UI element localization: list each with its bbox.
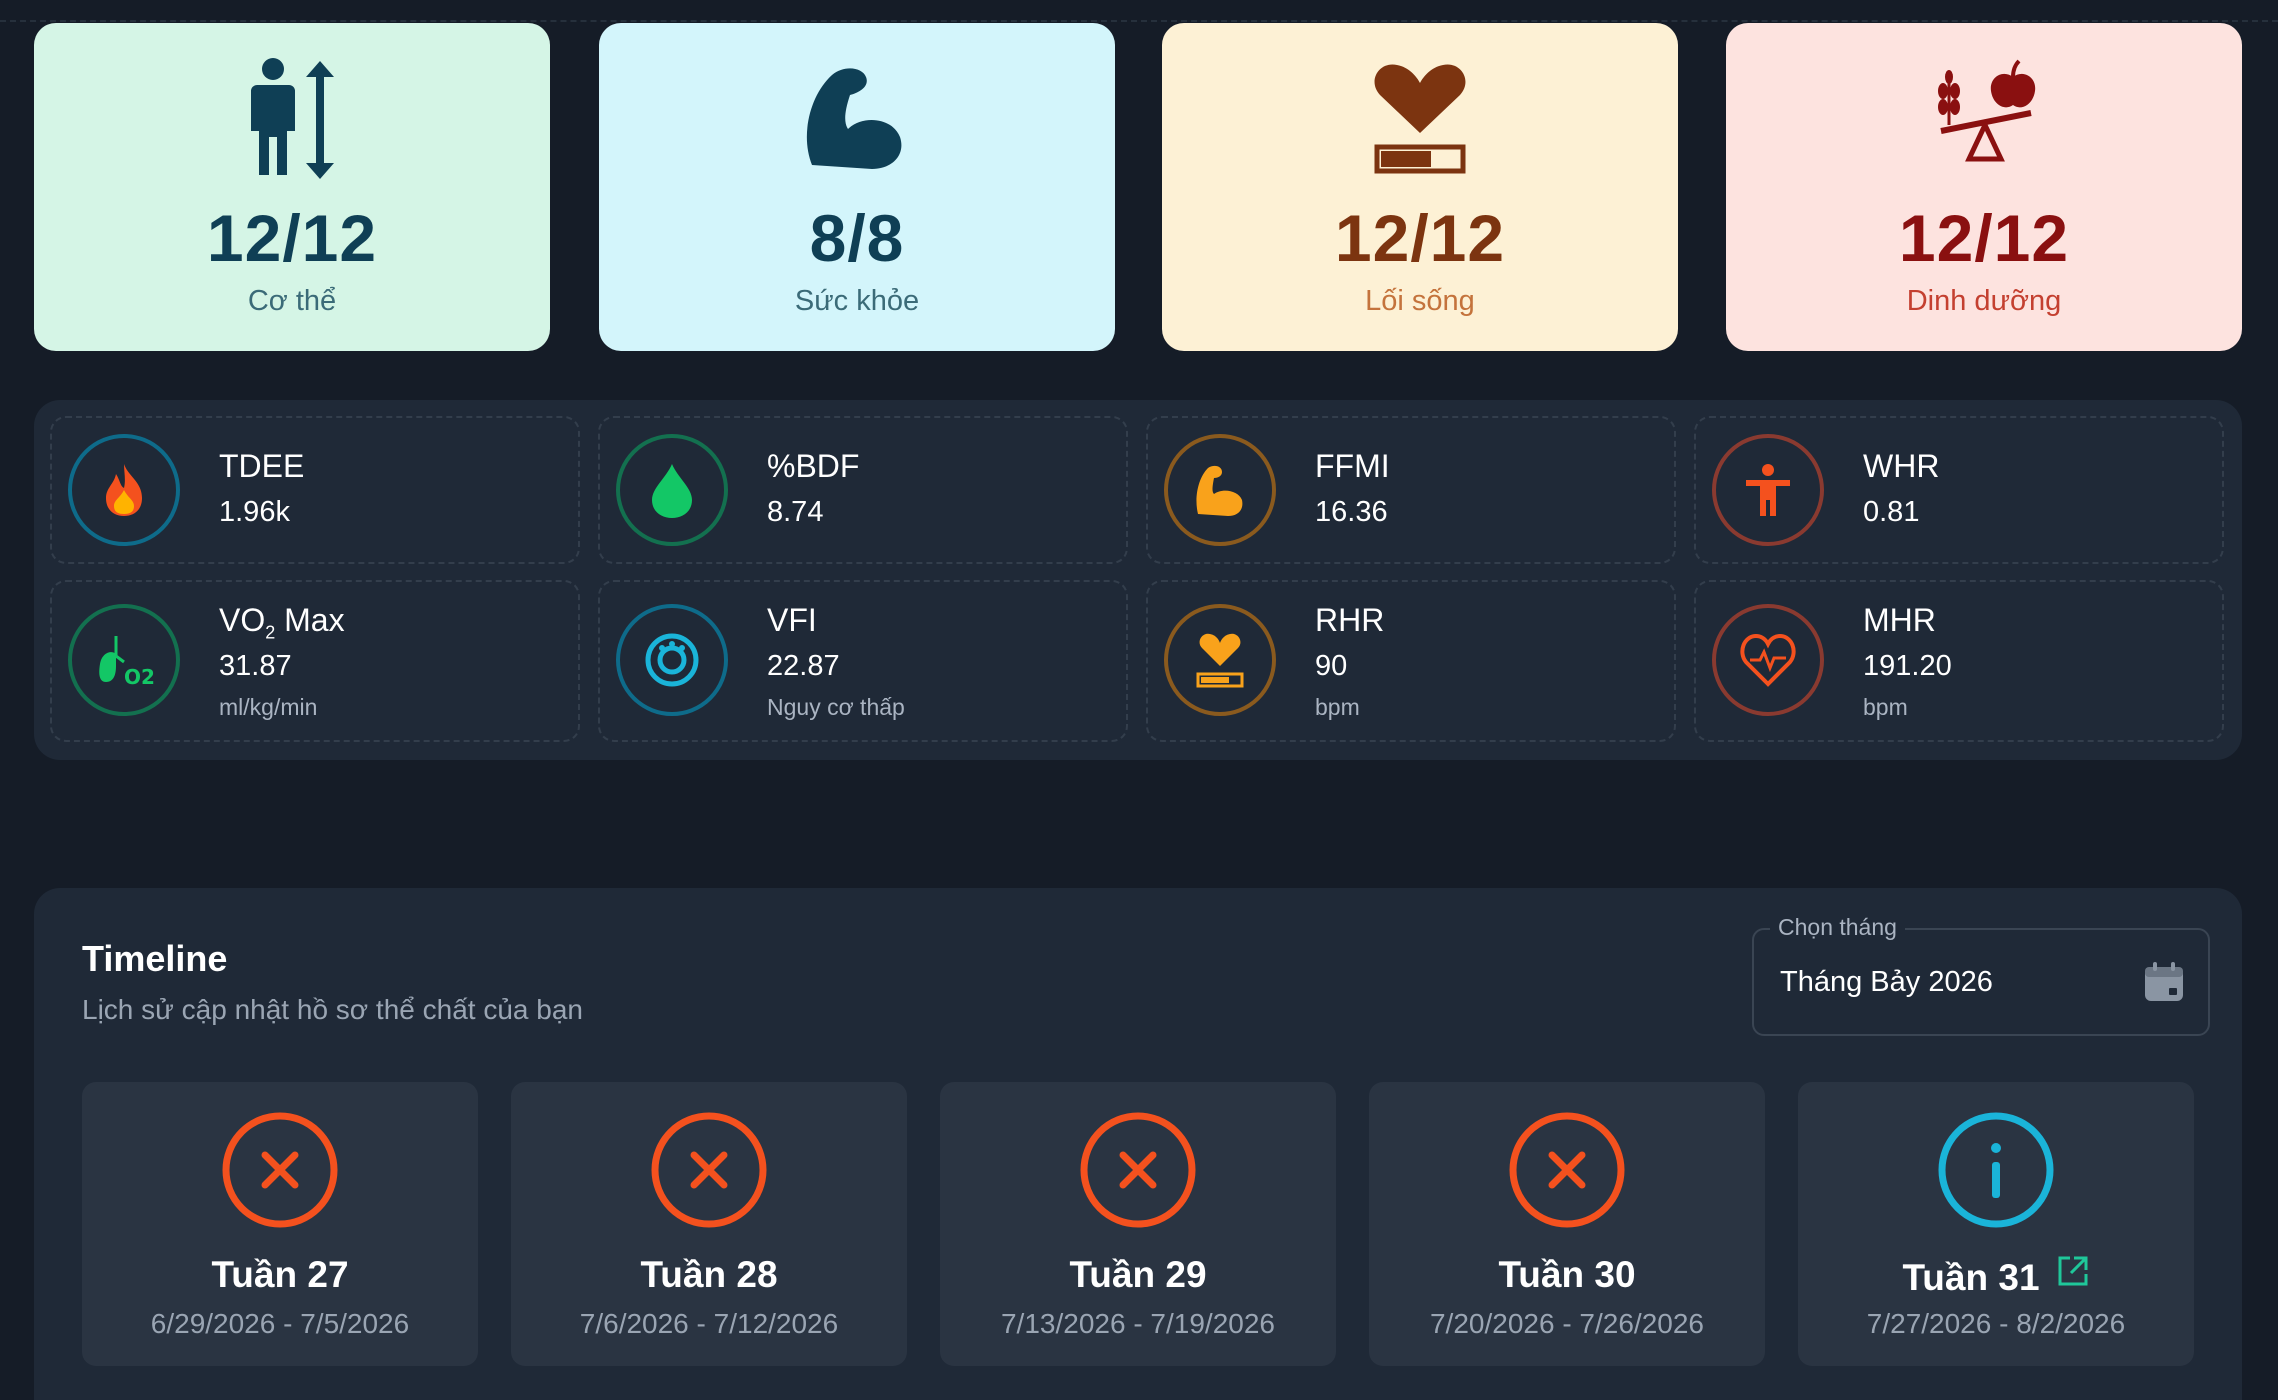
metric-name: %BDF bbox=[767, 448, 860, 484]
category-card-body[interactable]: 12/12 Cơ thể bbox=[34, 23, 550, 351]
flexed-arm-icon bbox=[1164, 434, 1276, 546]
metric-value: 191.20 bbox=[1863, 650, 1952, 682]
metric-unit: bpm bbox=[1863, 694, 1908, 720]
metric-name: VO2 Max bbox=[219, 602, 345, 643]
metric-value: 1.96k bbox=[219, 496, 290, 528]
x-circle-icon bbox=[651, 1112, 767, 1228]
metric-unit: bpm bbox=[1315, 694, 1360, 720]
metric-name: TDEE bbox=[219, 448, 305, 484]
category-label: Sức khỏe bbox=[794, 285, 920, 317]
week-dates: 7/27/2026 - 8/2/2026 bbox=[1866, 1308, 2126, 1339]
water-drop-icon bbox=[616, 434, 728, 546]
nutrition-balance-icon bbox=[1938, 59, 2036, 162]
metric-mhr[interactable]: MHR 191.20 bpm bbox=[1694, 580, 2224, 742]
category-score: 12/12 bbox=[1898, 201, 2070, 275]
week-title: Tuần 30 bbox=[1498, 1254, 1636, 1295]
week-title: Tuần 28 bbox=[640, 1254, 778, 1295]
month-picker-label: Chọn tháng bbox=[1770, 914, 1905, 941]
month-picker-value: Tháng Bảy 2026 bbox=[1780, 966, 1993, 998]
metric-value: 22.87 bbox=[767, 650, 840, 682]
metric-ffmi[interactable]: FFMI 16.36 bbox=[1146, 416, 1676, 564]
metric-rhr[interactable]: RHR 90 bpm bbox=[1146, 580, 1676, 742]
metric-name: FFMI bbox=[1315, 448, 1390, 484]
x-circle-icon bbox=[222, 1112, 338, 1228]
month-picker[interactable]: Chọn tháng Tháng Bảy 2026 bbox=[1752, 914, 2210, 1036]
svg-text:O2: O2 bbox=[124, 665, 154, 689]
body-height-icon bbox=[251, 58, 334, 179]
metric-unit: Nguy cơ thấp bbox=[767, 694, 905, 720]
timeline-title: Timeline bbox=[82, 938, 228, 979]
x-circle-icon bbox=[1509, 1112, 1625, 1228]
metric-vo2max[interactable]: O2 VO2 Max 31.87 ml/kg/min bbox=[50, 580, 580, 742]
category-label: Cơ thể bbox=[247, 285, 337, 317]
timeline-panel: Timeline Lịch sử cập nhật hồ sơ thể chất… bbox=[34, 888, 2242, 1400]
week-dates: 7/13/2026 - 7/19/2026 bbox=[1000, 1308, 1275, 1339]
week-card-28[interactable]: Tuần 28 7/6/2026 - 7/12/2026 bbox=[511, 1082, 907, 1366]
timeline-subtitle: Lịch sử cập nhật hồ sơ thể chất của bạn bbox=[82, 994, 583, 1025]
category-score: 12/12 bbox=[1334, 201, 1506, 275]
lungs-o2-icon: O2 bbox=[68, 604, 180, 716]
top-divider bbox=[0, 20, 2278, 22]
person-icon bbox=[1712, 434, 1824, 546]
week-dates: 7/6/2026 - 7/12/2026 bbox=[579, 1308, 839, 1339]
week-card-31[interactable]: Tuần 31 7/27/2026 - 8/2/2026 bbox=[1798, 1082, 2194, 1366]
metric-vfi[interactable]: VFI 22.87 Nguy cơ thấp bbox=[598, 580, 1128, 742]
metric-value: 90 bbox=[1315, 650, 1348, 682]
flexed-arm-icon bbox=[806, 68, 902, 169]
category-label: Dinh dưỡng bbox=[1906, 285, 2062, 317]
category-card-health[interactable]: 8/8 Sức khỏe bbox=[599, 23, 1115, 351]
week-title: Tuần 31 bbox=[1798, 1254, 2194, 1299]
metric-value: 31.87 bbox=[219, 650, 292, 682]
metric-value: 8.74 bbox=[767, 496, 824, 528]
week-title: Tuần 29 bbox=[1069, 1254, 1207, 1295]
category-card-lifestyle[interactable]: 12/12 Lối sống bbox=[1162, 23, 1678, 351]
week-card-27[interactable]: Tuần 27 6/29/2026 - 7/5/2026 bbox=[82, 1082, 478, 1366]
metric-unit: ml/kg/min bbox=[219, 694, 318, 720]
heart-battery-icon bbox=[1374, 64, 1466, 174]
metric-tdee[interactable]: TDEE 1.96k bbox=[50, 416, 580, 564]
metric-name: WHR bbox=[1863, 448, 1940, 484]
metric-value: 16.36 bbox=[1315, 496, 1388, 528]
heart-pulse-icon bbox=[1712, 604, 1824, 716]
visceral-fat-icon bbox=[616, 604, 728, 716]
metrics-panel: TDEE 1.96k %BDF 8.74 FFMI 16.36 WHR 0.81 bbox=[34, 400, 2242, 760]
metric-name: VFI bbox=[767, 602, 817, 638]
metric-value: 0.81 bbox=[1863, 496, 1920, 528]
x-circle-icon bbox=[1080, 1112, 1196, 1228]
fire-icon bbox=[68, 434, 180, 546]
calendar-icon[interactable] bbox=[2142, 960, 2186, 1004]
metric-name: MHR bbox=[1863, 602, 1936, 638]
category-score: 8/8 bbox=[809, 201, 905, 275]
week-dates: 7/20/2026 - 7/26/2026 bbox=[1429, 1308, 1704, 1339]
category-score: 12/12 bbox=[206, 201, 378, 275]
metric-name: RHR bbox=[1315, 602, 1385, 638]
category-card-nutrition[interactable]: 12/12 Dinh dưỡng bbox=[1726, 23, 2242, 351]
metric-bdf[interactable]: %BDF 8.74 bbox=[598, 416, 1128, 564]
heart-battery-icon bbox=[1164, 604, 1276, 716]
metric-whr[interactable]: WHR 0.81 bbox=[1694, 416, 2224, 564]
week-dates: 6/29/2026 - 7/5/2026 bbox=[150, 1308, 410, 1339]
week-title: Tuần 27 bbox=[211, 1254, 349, 1295]
category-label: Lối sống bbox=[1365, 285, 1475, 317]
week-card-30[interactable]: Tuần 30 7/20/2026 - 7/26/2026 bbox=[1369, 1082, 1765, 1366]
external-link-icon[interactable] bbox=[2056, 1254, 2090, 1288]
info-circle-icon bbox=[1938, 1112, 2054, 1228]
week-card-29[interactable]: Tuần 29 7/13/2026 - 7/19/2026 bbox=[940, 1082, 1336, 1366]
